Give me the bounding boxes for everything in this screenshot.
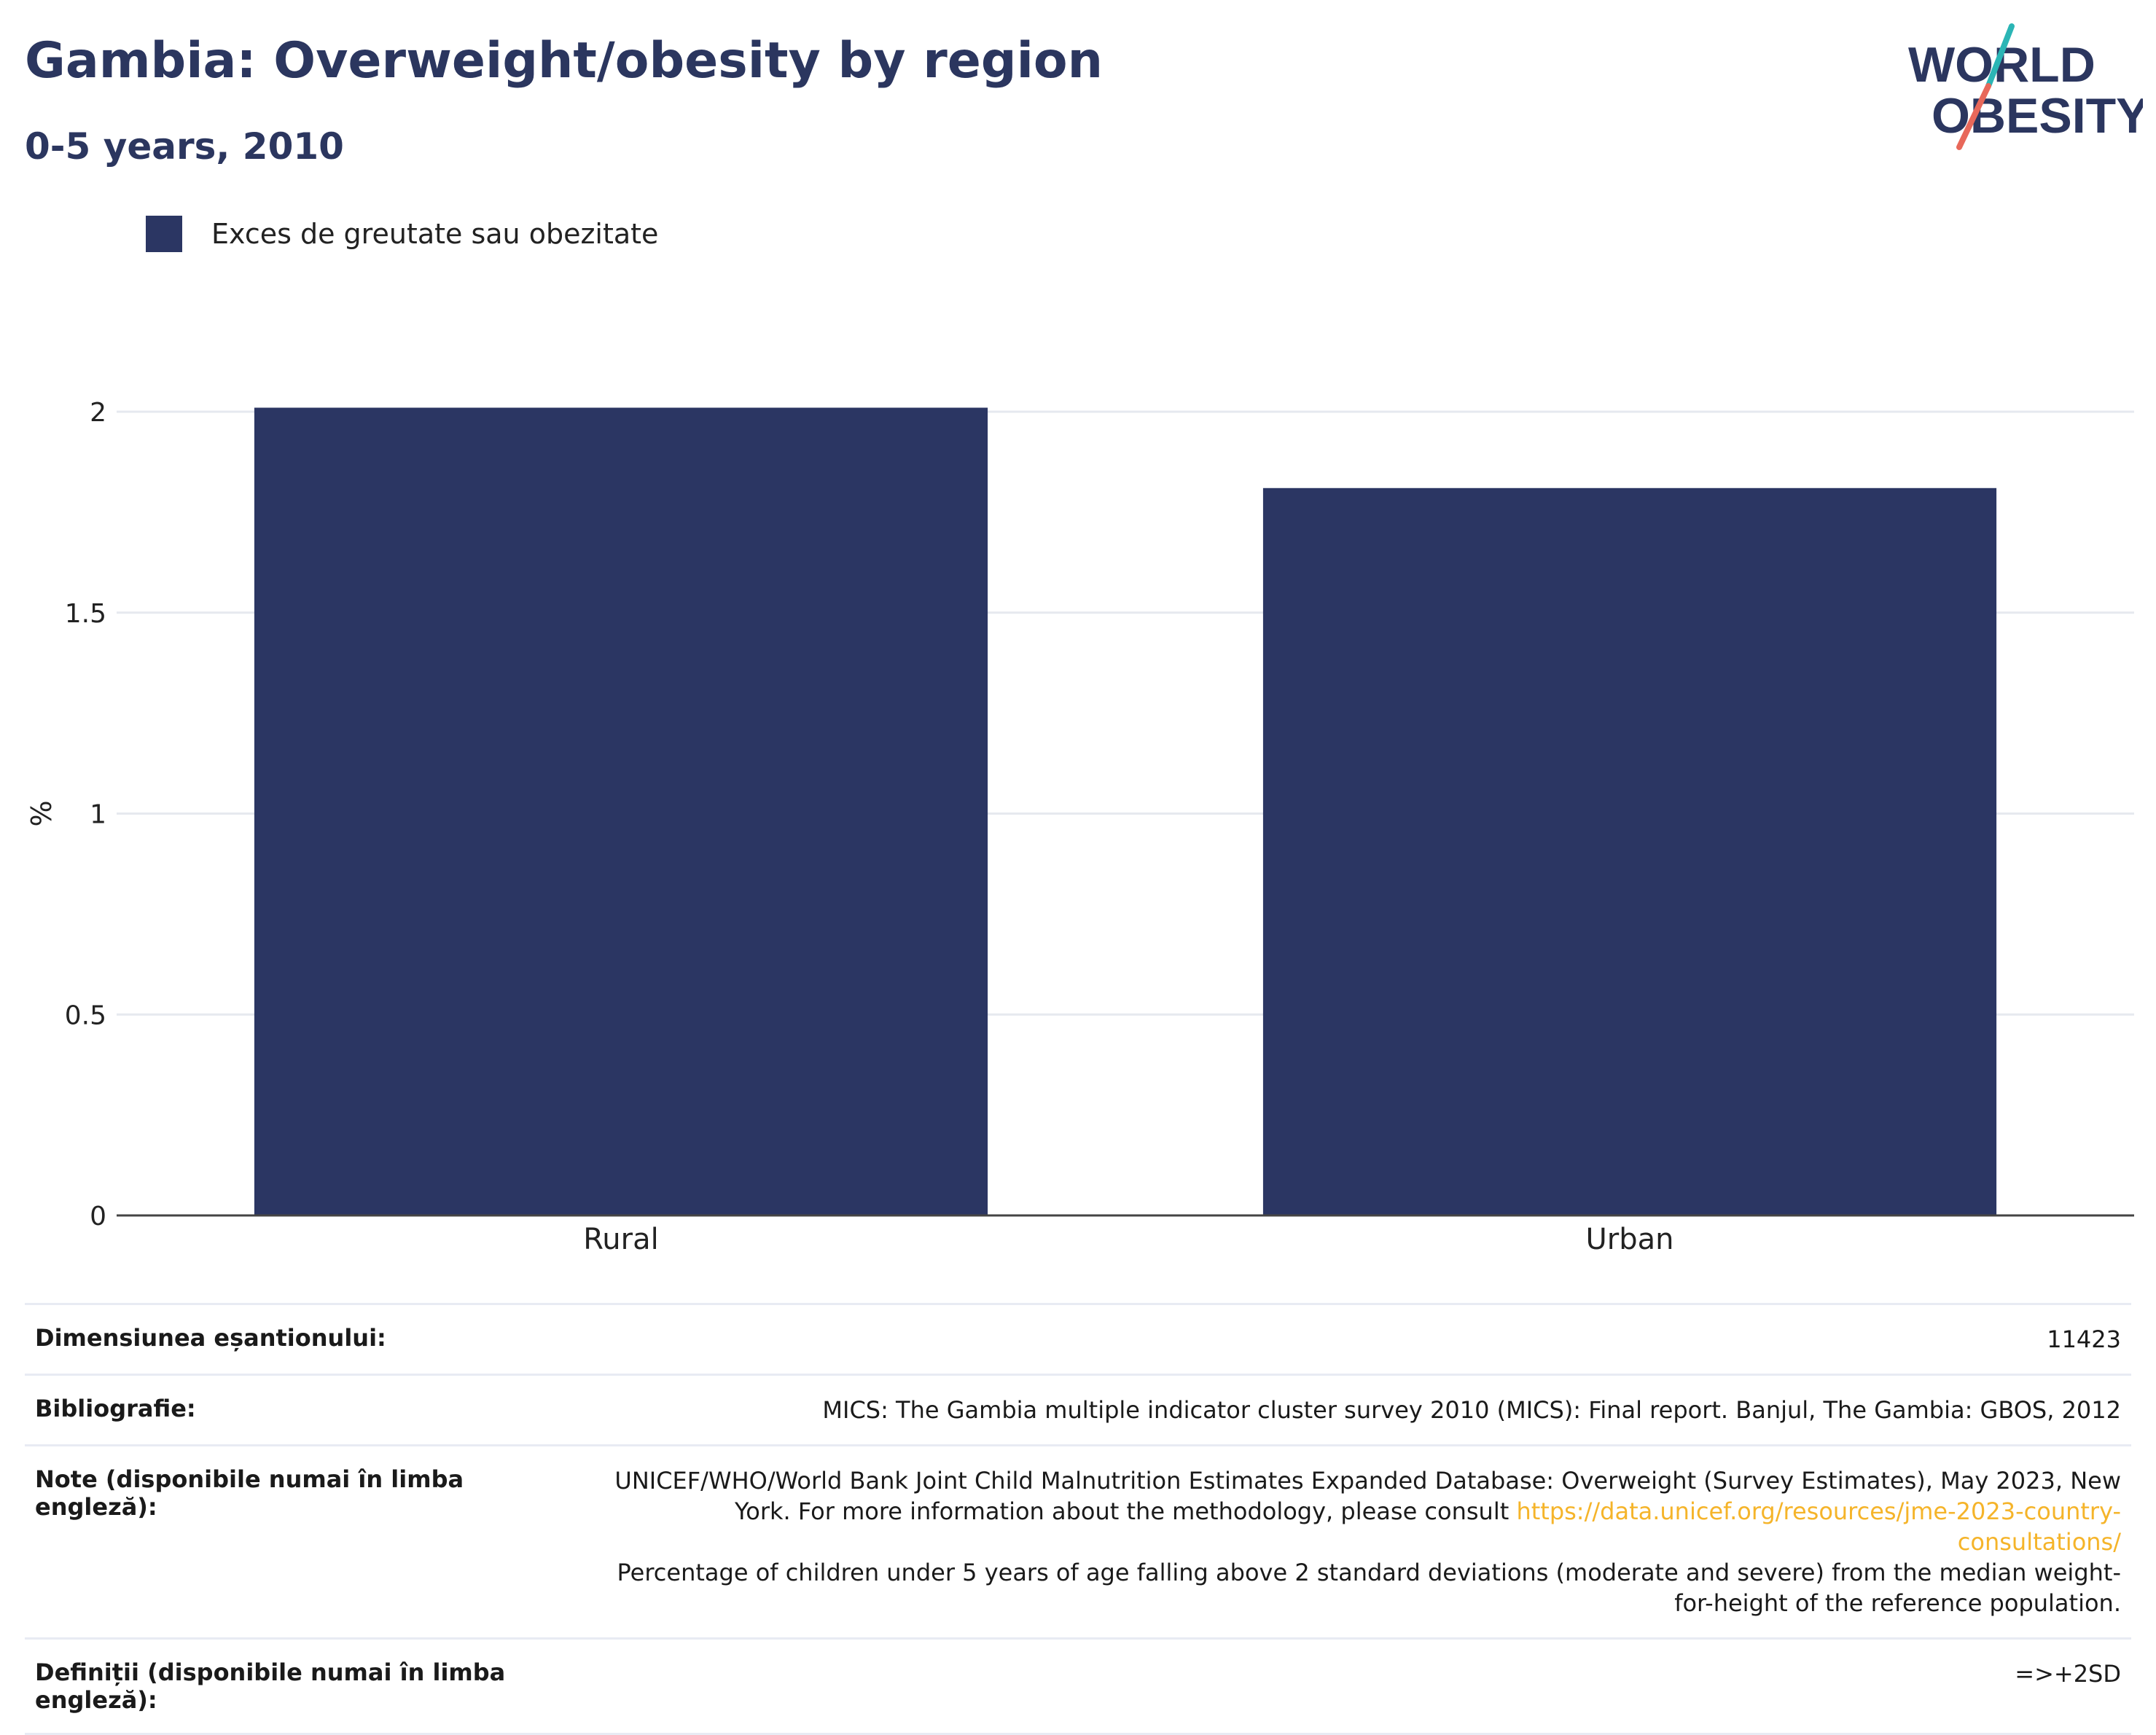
sample-size-value: 11423 — [2047, 1325, 2121, 1353]
chart-subtitle: 0-5 years, 2010 — [25, 125, 344, 168]
y-axis-label: % — [26, 800, 58, 826]
world-obesity-logo: WORLD OBESITY — [1908, 23, 2143, 150]
bibliography-row: Bibliografie: MICS: The Gambia multiple … — [25, 1374, 2131, 1446]
sample-size-row: Dimensiunea eșantionului: 11423 — [25, 1304, 2131, 1375]
legend-label: Exces de greutate sau obezitate — [211, 218, 659, 250]
notes-label: Note (disponibile numai în limba engleză… — [35, 1465, 464, 1521]
bar-rural — [254, 407, 988, 1215]
bar-urban — [1262, 487, 1997, 1215]
bar-chart: 0 0.5 1 1.5 2% Rural Urban — [26, 398, 2134, 1256]
sample-size-label: Dimensiunea eșantionului: — [35, 1324, 386, 1352]
chart-legend[interactable]: Exces de greutate sau obezitate — [146, 216, 658, 252]
notes-text: UNICEF/WHO/World Bank Joint Child Malnut… — [614, 1467, 2121, 1525]
y-tick-label: 1 — [90, 800, 106, 830]
bars — [254, 407, 1997, 1215]
x-tick-label: Rural — [583, 1223, 658, 1256]
definitions-value: =>+2SD — [2015, 1660, 2121, 1688]
bibliography-label: Bibliografie: — [35, 1395, 196, 1422]
y-tick-label: 2 — [90, 398, 106, 428]
chart-title: Gambia: Overweight/obesity by region — [25, 32, 1103, 90]
logo-slash-coral — [1956, 83, 1991, 150]
definitions-row: Definiții (disponibile numai în limba en… — [25, 1638, 2131, 1734]
y-tick-label: 1.5 — [65, 599, 106, 629]
notes-definition-text: Percentage of children under 5 years of … — [617, 1559, 2122, 1617]
axes: 0 0.5 1 1.5 2% Rural Urban — [26, 398, 2134, 1256]
logo-slash-teal — [1985, 23, 2015, 89]
metadata-table: Dimensiunea eșantionului: 11423 Bibliogr… — [25, 1303, 2131, 1735]
x-tick-label: Urban — [1586, 1223, 1674, 1256]
y-tick-label: 0.5 — [65, 1000, 106, 1030]
bibliography-value: MICS: The Gambia multiple indicator clus… — [822, 1396, 2121, 1424]
notes-row: Note (disponibile numai în limba engleză… — [25, 1445, 2131, 1639]
legend-swatch — [146, 216, 182, 252]
definitions-label: Definiții (disponibile numai în limba en… — [35, 1658, 506, 1714]
methodology-link[interactable]: https://data.unicef.org/resources/jme-20… — [1516, 1497, 2121, 1556]
y-tick-label: 0 — [90, 1202, 106, 1231]
notes-value: UNICEF/WHO/World Bank Joint Child Malnut… — [599, 1446, 2131, 1639]
